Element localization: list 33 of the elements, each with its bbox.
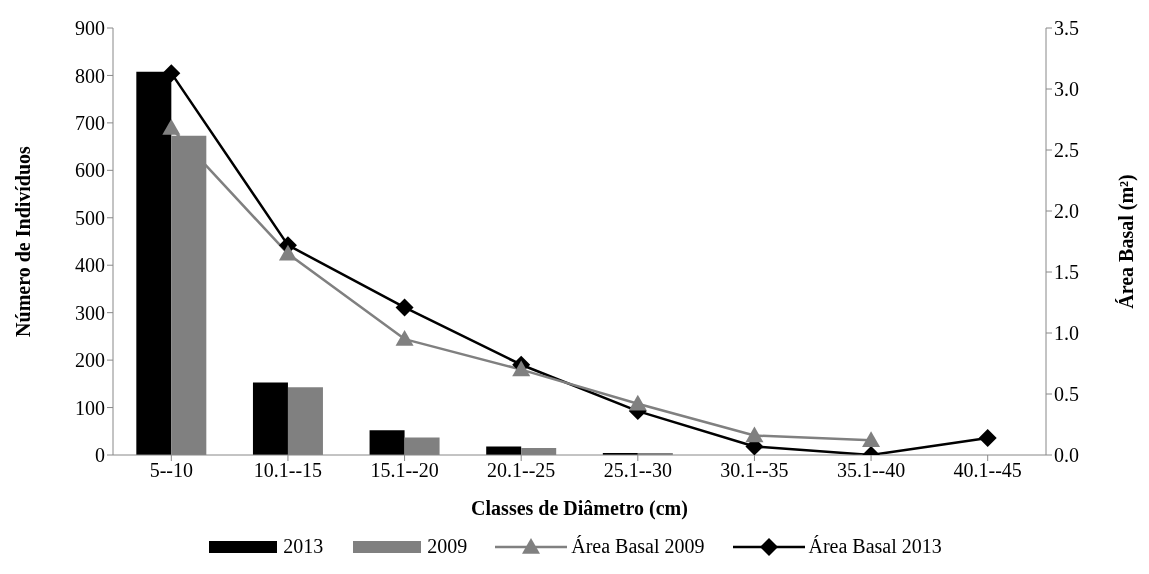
y2-axis-title: Área Basal (m²)	[1115, 174, 1139, 309]
x-tick-label: 15.1--20	[370, 459, 439, 482]
x-tick-label: 25.1--30	[603, 459, 672, 482]
y-tick-label: 200	[75, 349, 105, 372]
y2-tick-label: 3.5	[1054, 17, 1079, 40]
y-tick-label: 300	[75, 301, 105, 324]
y2-tick-label: 0.5	[1054, 383, 1079, 406]
y-tick-label: 400	[75, 254, 105, 277]
x-tick-label: 10.1--15	[253, 459, 323, 482]
x-tick-label: 20.1--25	[487, 459, 556, 482]
legend-label: 2009	[427, 535, 468, 558]
y-tick-label: 600	[75, 159, 105, 182]
legend-label: Área Basal 2013	[808, 535, 942, 558]
y-tick-label: 700	[75, 111, 105, 134]
x-tick-label: 30.1--35	[720, 459, 789, 482]
y-tick-label: 0	[95, 444, 105, 467]
y2-tick-label: 1.0	[1054, 322, 1079, 345]
legend-label: 2013	[283, 535, 324, 558]
y2-tick-label: 2.5	[1054, 139, 1079, 162]
y-tick-label: 100	[75, 396, 105, 419]
y2-tick-label: 0.0	[1054, 444, 1079, 467]
x-tick-label: 5--10	[149, 459, 193, 482]
y-tick-label: 800	[75, 64, 105, 87]
x-tick-label: 35.1--40	[836, 459, 906, 482]
y2-tick-label: 3.0	[1054, 78, 1079, 101]
y-axis-title: Número de Indivíduos	[12, 145, 35, 337]
y2-tick-label: 2.0	[1054, 200, 1079, 223]
y-tick-label: 500	[75, 206, 105, 229]
x-tick-label: 40.1--45	[953, 459, 1022, 482]
legend-label: Área Basal 2009	[571, 535, 705, 558]
y-tick-label: 900	[75, 17, 105, 40]
x-axis-title: Classes de Diâmetro (cm)	[471, 497, 688, 520]
y2-tick-label: 1.5	[1054, 261, 1079, 284]
